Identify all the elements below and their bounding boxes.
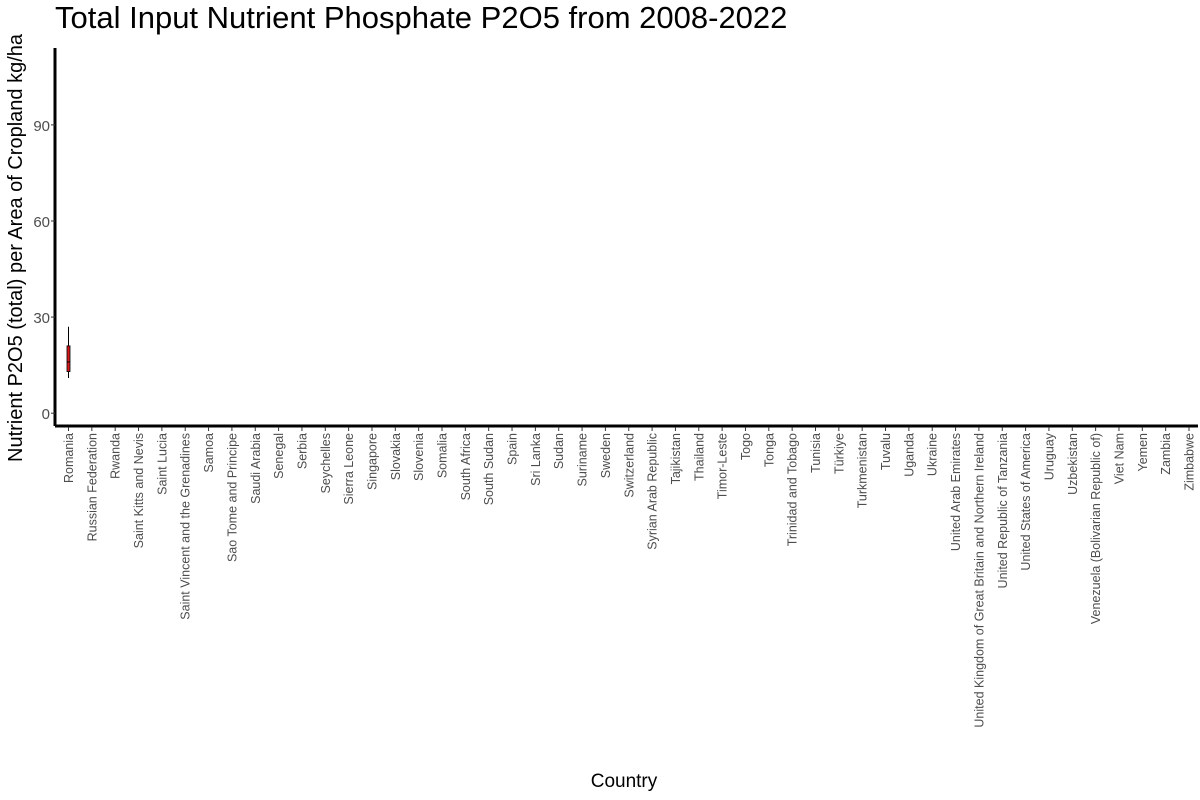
x-tick-label: Venezuela (Bolivarian Republic of): [1089, 433, 1103, 624]
x-tick-label: Ukraine: [926, 433, 940, 476]
x-tick-label: Rwanda: [109, 433, 123, 479]
y-axis-label: Nutrient P2O5 (total) per Area of Cropla…: [5, 33, 27, 462]
x-tick-label: Sao Tome and Principe: [225, 433, 239, 562]
x-tick-label: Seychelles: [319, 433, 333, 493]
x-tick-label: Türkiye: [832, 433, 846, 474]
x-tick-label: Trinidad and Tobago: [786, 433, 800, 546]
x-tick-label: Senegal: [272, 433, 286, 479]
x-tick-label: Spain: [506, 433, 520, 465]
x-axis: Romania Russian Federation Rwanda Saint Kit…: [55, 424, 1198, 728]
x-tick-label: United States of America: [1019, 433, 1033, 571]
y-tick-label: 90: [33, 118, 50, 135]
x-axis-label: Country: [591, 771, 658, 792]
x-tick-label: Tajikistan: [669, 433, 683, 484]
y-axis: 0 30 60 90: [33, 48, 57, 426]
x-tick-label: Viet Nam: [1112, 433, 1126, 484]
x-tick-label: Serbia: [295, 433, 309, 469]
x-tick-label: Syrian Arab Republic: [646, 433, 660, 550]
x-tick-label: Zimbabwe: [1183, 433, 1197, 491]
x-tick-label: Slovakia: [389, 433, 403, 480]
x-tick-label: Turkmenistan: [856, 433, 870, 508]
x-tick-label: Saint Lucia: [155, 433, 169, 495]
boxes: [66, 326, 71, 378]
x-tick-label: Saint Kitts and Nevis: [132, 433, 146, 548]
x-tick-label: Uzbekistan: [1066, 433, 1080, 495]
x-tick-label: United Kingdom of Great Britain and Nort…: [972, 433, 986, 728]
x-tick-label: Saudi Arabia: [249, 433, 263, 504]
x-tick-label: Sudan: [552, 433, 566, 469]
x-tick-label: Russian Federation: [85, 433, 99, 541]
x-tick-label: United Arab Emirates: [949, 433, 963, 551]
x-tick-label: Tonga: [762, 433, 776, 467]
x-tick-label: Slovenia: [412, 433, 426, 481]
x-tick-label: Togo: [739, 433, 753, 460]
x-tick-label: Saint Vincent and the Grenadines: [179, 433, 193, 620]
x-tick-label: Uruguay: [1042, 432, 1056, 480]
x-tick-label: Singapore: [365, 433, 379, 490]
x-tick-label: United Republic of Tanzania: [996, 433, 1010, 588]
x-tick-label: Timor-Leste: [716, 433, 730, 499]
x-tick-label: Romania: [62, 433, 76, 483]
x-tick-label: Sierra Leone: [342, 433, 356, 505]
x-tick-label: Samoa: [202, 433, 216, 473]
x-tick-label: Uganda: [902, 433, 916, 477]
x-tick-label: Suriname: [576, 433, 590, 487]
x-tick-label: Somalia: [436, 433, 450, 478]
x-tick-label: Sweden: [599, 433, 613, 478]
box: [66, 345, 71, 372]
x-tick-label: Thailand: [692, 433, 706, 481]
y-tick-label: 60: [33, 214, 50, 231]
x-tick-label: Zambia: [1159, 433, 1173, 475]
x-tick-label: Tuvalu: [879, 433, 893, 470]
x-tick-label: Sri Lanka: [529, 433, 543, 486]
x-tick-label: South Sudan: [482, 433, 496, 505]
x-tick-label: Switzerland: [622, 433, 636, 498]
chart-title: Total Input Nutrient Phosphate P2O5 from…: [55, 0, 788, 35]
x-tick-label: Yemen: [1136, 433, 1150, 472]
y-tick-label: 0: [42, 406, 50, 423]
x-tick-label: Tunisia: [809, 433, 823, 473]
y-tick-label: 30: [33, 310, 50, 327]
x-tick-label: South Africa: [459, 433, 473, 500]
